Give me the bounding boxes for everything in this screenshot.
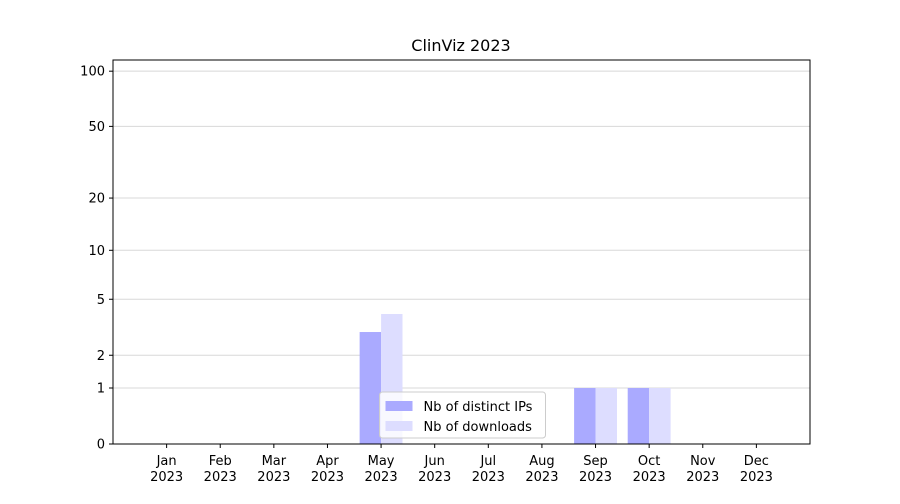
y-tick-label: 0 xyxy=(97,438,105,453)
x-tick-label: Jan 2023 xyxy=(150,454,183,485)
legend-label: Nb of downloads xyxy=(424,420,533,435)
x-tick-label: Dec 2023 xyxy=(740,454,773,485)
x-tick-label: Aug 2023 xyxy=(525,454,558,485)
y-tick-label: 1 xyxy=(97,382,105,397)
x-tick-label: Mar 2023 xyxy=(257,454,290,485)
x-tick-label: Oct 2023 xyxy=(633,454,666,485)
x-tick-label: Feb 2023 xyxy=(204,454,237,485)
legend-label: Nb of distinct IPs xyxy=(424,400,533,415)
x-tick-label: May 2023 xyxy=(365,454,398,485)
x-tick-label: Apr 2023 xyxy=(311,454,344,485)
chart-title: ClinViz 2023 xyxy=(411,36,510,55)
y-tick-label: 5 xyxy=(97,293,105,308)
x-tick-label: Jun 2023 xyxy=(418,454,451,485)
y-tick-label: 20 xyxy=(88,192,105,207)
x-tick-label: Nov 2023 xyxy=(686,454,719,485)
bar xyxy=(627,388,650,444)
y-tick-label: 2 xyxy=(97,349,105,364)
x-tick-label: Sep 2023 xyxy=(579,454,612,485)
plot-frame xyxy=(112,59,811,445)
y-tick-label: 10 xyxy=(88,244,105,259)
legend-box xyxy=(379,391,546,439)
bar xyxy=(649,388,671,444)
bar xyxy=(595,388,617,444)
y-tick-label: 100 xyxy=(80,65,105,80)
legend-swatch xyxy=(385,401,413,411)
x-tick-label: Jul 2023 xyxy=(472,454,505,485)
bar xyxy=(574,388,596,444)
bar xyxy=(359,332,382,444)
legend-swatch xyxy=(385,421,413,431)
y-tick-label: 50 xyxy=(88,120,105,135)
